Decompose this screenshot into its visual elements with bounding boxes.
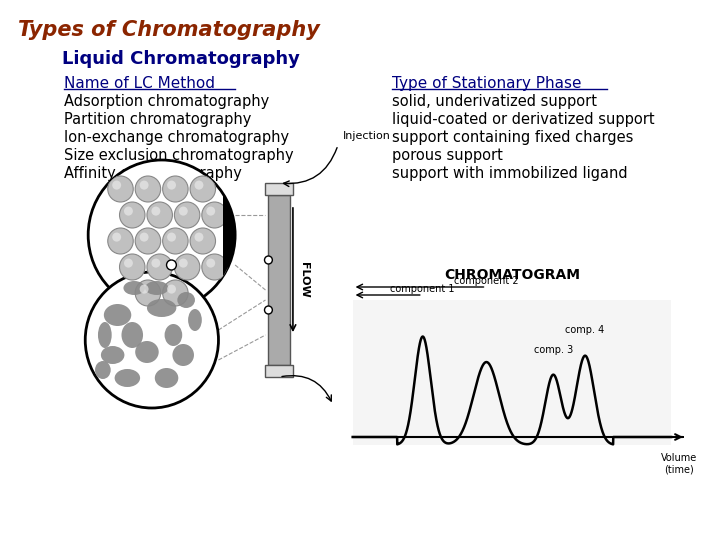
Circle shape — [135, 176, 161, 202]
Circle shape — [202, 202, 228, 228]
Circle shape — [151, 259, 161, 268]
Text: comp. 4: comp. 4 — [565, 325, 605, 335]
Bar — [223, 165, 235, 305]
Circle shape — [147, 202, 172, 228]
Ellipse shape — [95, 361, 111, 379]
Text: Ion-exchange chromatography: Ion-exchange chromatography — [63, 130, 289, 145]
Circle shape — [112, 233, 121, 242]
Circle shape — [163, 176, 188, 202]
Circle shape — [108, 228, 133, 254]
Circle shape — [167, 233, 176, 242]
Text: Volume
(time): Volume (time) — [661, 453, 697, 475]
Circle shape — [206, 206, 215, 215]
Text: Types of Chromatography: Types of Chromatography — [17, 20, 320, 40]
Circle shape — [151, 206, 161, 215]
Text: Adsorption chromatography: Adsorption chromatography — [63, 94, 269, 109]
Circle shape — [194, 233, 204, 242]
Text: Size exclusion chromatography: Size exclusion chromatography — [63, 148, 293, 163]
Text: Name of LC Method: Name of LC Method — [63, 76, 215, 91]
Ellipse shape — [123, 281, 145, 295]
Circle shape — [147, 254, 172, 280]
Bar — [269, 195, 290, 365]
Circle shape — [264, 306, 272, 314]
Circle shape — [124, 259, 133, 268]
Circle shape — [194, 180, 204, 190]
Text: Affinity chromatography: Affinity chromatography — [63, 166, 241, 181]
Text: Injection: Injection — [343, 131, 391, 141]
Circle shape — [124, 206, 133, 215]
Circle shape — [202, 254, 228, 280]
Text: comp. 3: comp. 3 — [534, 345, 573, 355]
Ellipse shape — [101, 346, 125, 364]
Circle shape — [206, 259, 215, 268]
Ellipse shape — [104, 304, 131, 326]
Text: FLOW: FLOW — [299, 262, 309, 298]
Bar — [353, 300, 671, 445]
Circle shape — [112, 180, 121, 190]
Circle shape — [135, 228, 161, 254]
Circle shape — [174, 254, 200, 280]
Ellipse shape — [114, 369, 140, 387]
Ellipse shape — [155, 368, 179, 388]
Circle shape — [140, 285, 148, 294]
Circle shape — [190, 228, 215, 254]
Circle shape — [163, 228, 188, 254]
Circle shape — [167, 180, 176, 190]
Ellipse shape — [122, 322, 143, 348]
Bar — [266, 365, 293, 377]
Circle shape — [120, 202, 145, 228]
Circle shape — [264, 256, 272, 264]
Ellipse shape — [135, 341, 158, 363]
Circle shape — [179, 259, 188, 268]
Text: support containing fixed charges: support containing fixed charges — [392, 130, 634, 145]
Ellipse shape — [98, 322, 112, 348]
Circle shape — [190, 176, 215, 202]
Text: support with immobilized ligand: support with immobilized ligand — [392, 166, 628, 181]
Ellipse shape — [147, 299, 176, 317]
Ellipse shape — [188, 309, 202, 331]
Text: Type of Stationary Phase: Type of Stationary Phase — [392, 76, 581, 91]
Circle shape — [163, 280, 188, 306]
Circle shape — [166, 260, 176, 270]
Text: liquid-coated or derivatized support: liquid-coated or derivatized support — [392, 112, 654, 127]
Text: porous support: porous support — [392, 148, 503, 163]
Circle shape — [108, 176, 133, 202]
Text: Liquid Chromatography: Liquid Chromatography — [63, 50, 300, 68]
Circle shape — [85, 272, 218, 408]
Circle shape — [179, 206, 188, 215]
Circle shape — [88, 160, 235, 310]
Circle shape — [140, 180, 148, 190]
Text: Partition chromatography: Partition chromatography — [63, 112, 251, 127]
Text: solid, underivatized support: solid, underivatized support — [392, 94, 597, 109]
Bar — [266, 183, 293, 195]
Circle shape — [140, 233, 148, 242]
Circle shape — [167, 285, 176, 294]
Ellipse shape — [172, 344, 194, 366]
Circle shape — [135, 280, 161, 306]
Text: component 2: component 2 — [454, 276, 518, 286]
Ellipse shape — [145, 281, 168, 295]
Circle shape — [120, 254, 145, 280]
Text: CHROMATOGRAM: CHROMATOGRAM — [444, 268, 580, 282]
Ellipse shape — [165, 324, 182, 346]
Circle shape — [174, 202, 200, 228]
Text: component 1: component 1 — [390, 284, 455, 294]
Ellipse shape — [177, 292, 195, 308]
